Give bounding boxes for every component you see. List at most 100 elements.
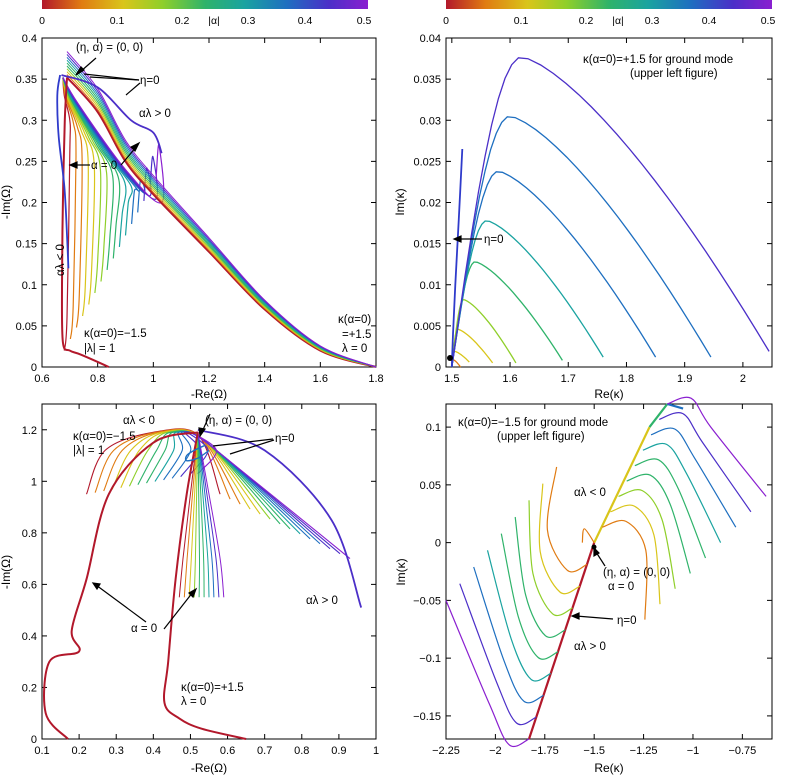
y-tick-label: 0.35: [16, 74, 37, 86]
y-tick-label: 0.04: [420, 33, 441, 45]
curve-envelope-6: [66, 59, 377, 368]
curve-lower-3: [528, 500, 573, 617]
y-tick-label: 0.3: [22, 115, 37, 127]
y-tick-label: 0.05: [420, 480, 441, 492]
x-tick-label: −1.75: [531, 745, 559, 757]
curve-envelope-9: [66, 51, 377, 368]
x-tick-label: 1: [150, 373, 156, 385]
curve-envelope-4: [66, 65, 377, 368]
y-axis-label: -Im(Ω): [0, 185, 13, 219]
x-tick-label: −2: [489, 745, 502, 757]
y-tick-label: −0.1: [419, 653, 441, 665]
curve-upper-7: [650, 427, 737, 528]
annotation: η=0: [140, 75, 160, 87]
annotation: α = 0: [91, 160, 117, 172]
curve-alpha-3: [111, 429, 251, 510]
y-tick-label: 0.4: [22, 631, 37, 643]
curve-eta-zero-segment: [648, 403, 669, 428]
y-tick-label: 0: [31, 362, 37, 374]
annotation: αλ < 0: [574, 487, 606, 499]
x-tick-label: 0.8: [294, 745, 309, 757]
curve-envelope-7: [66, 56, 377, 368]
annotation: (η, α) = (0, 0): [603, 567, 670, 579]
x-tick-label: 1: [373, 745, 379, 757]
curve-eta-zero-segment: [593, 426, 651, 544]
curve-strand-8: [197, 432, 220, 598]
annotation-arrows: [570, 546, 614, 620]
curve-lower-8: [459, 583, 537, 726]
curve-envelope-3: [66, 68, 377, 368]
x-tick-label: 0.6: [220, 745, 235, 757]
curve-alpha-0: [62, 77, 71, 351]
annotation: αλ > 0: [306, 595, 338, 607]
y-tick-label: 0.035: [413, 74, 441, 86]
panel-top-left: 0.6 0.8 1 1.2 1.4 1.6 1.8 0 0.05 0.1 0.15 0.2 0.25 0.…: [0, 33, 384, 401]
colorbar-left-tick: 0.1: [110, 15, 125, 27]
y-tick-label: −0.15: [413, 711, 441, 723]
x-axis-label: Re(κ): [594, 761, 623, 775]
y-tick-label: 0.025: [413, 156, 441, 168]
y-tick-label: 0.6: [22, 579, 37, 591]
y-tick-label: 0.02: [420, 198, 441, 210]
curve-alpha-8: [154, 430, 301, 535]
curve-alpha-11: [180, 431, 331, 550]
axis-ticks: −2.25 −2 −1.75 −1.5 −1.25 −1 −0.75 −0.15 −0.1 −0.…: [413, 404, 772, 757]
x-axis-label: -Re(Ω): [191, 387, 227, 401]
curve-alpha-6: [62, 77, 108, 282]
origin-marker: [591, 544, 597, 550]
annotation: αλ > 0: [139, 108, 171, 120]
curve-alpha-7: [146, 430, 291, 530]
x-tick-label: 1.6: [502, 373, 517, 385]
curve-upper-2: [610, 504, 661, 605]
annotation: |λ| = 1: [84, 343, 115, 355]
colorbar-right-tick: 0.4: [702, 15, 717, 27]
plot-frame: [41, 403, 377, 740]
curve-strand-3: [193, 432, 199, 598]
x-tick-label: 1.4: [257, 373, 272, 385]
annotation: κ(α=0): [338, 314, 371, 326]
annotation: κ(α=0)=+1.5 for ground mode: [583, 54, 733, 66]
colorbar-left-tick: 0.3: [241, 15, 256, 27]
curve-upper-1: [602, 519, 648, 620]
y-axis-label: Im(κ): [394, 558, 408, 585]
x-tick-label: 1.8: [619, 373, 634, 385]
panel-bottom-right: −2.25 −2 −1.75 −1.5 −1.25 −1 −0.75 −0.15 −0.1 −0.…: [394, 396, 773, 775]
colorbar-left: 0 0.1 0.2 |α| 0.3 0.4 0.5: [39, 0, 371, 27]
y-tick-label: 1: [31, 476, 37, 488]
colorbar-left-tick: 0.5: [357, 15, 372, 27]
curve-origin-hook: [581, 528, 595, 543]
axis-ticks: 0.6 0.8 1 1.2 1.4 1.6 1.8 0 0.05 0.1 0.15 0.2 0.25 0.…: [16, 33, 384, 385]
curve-strand-5: [197, 432, 205, 598]
x-tick-label: −1.5: [583, 745, 605, 757]
y-tick-label: 0.1: [426, 422, 441, 434]
curve-lower-5: [500, 533, 559, 660]
x-tick-label: 2: [740, 373, 746, 385]
curve-lambda-one: [43, 431, 199, 740]
annotation: =+1.5: [342, 329, 371, 341]
curve-strand-6: [197, 432, 210, 598]
annotation: |λ| = 1: [73, 445, 104, 457]
colorbar-left-bar: [42, 0, 368, 9]
x-tick-label: 0.4: [146, 745, 161, 757]
curve-eta-zero-segment: [527, 542, 596, 740]
y-tick-label: 0.25: [16, 156, 37, 168]
x-tick-label: 1.5: [444, 373, 459, 385]
colorbar-right-tick: 0.1: [514, 15, 529, 27]
curves: [445, 396, 767, 748]
curve-upper-9: [667, 396, 767, 497]
origin-marker: [447, 355, 453, 361]
curve-lower-2: [538, 483, 580, 595]
y-axis-label: Im(κ): [393, 188, 407, 215]
curve-alpha-4: [451, 299, 517, 368]
curve-upper-4: [626, 473, 691, 574]
curve-strand-4: [197, 432, 201, 598]
y-axis-label: -Im(Ω): [0, 555, 13, 589]
curve-lambda-one: [60, 77, 110, 368]
colorbar-right: 0 0.1 0.2 |α| 0.3 0.4 0.5: [443, 0, 775, 27]
curve-alpha-max: [197, 428, 363, 608]
x-tick-label: 0.7: [257, 745, 272, 757]
colorbar-left-tick: 0.4: [298, 15, 313, 27]
curves: [56, 51, 377, 368]
annotation: (η, α) = (0, 0): [76, 42, 143, 54]
colorbar-right-bar: [446, 0, 772, 9]
